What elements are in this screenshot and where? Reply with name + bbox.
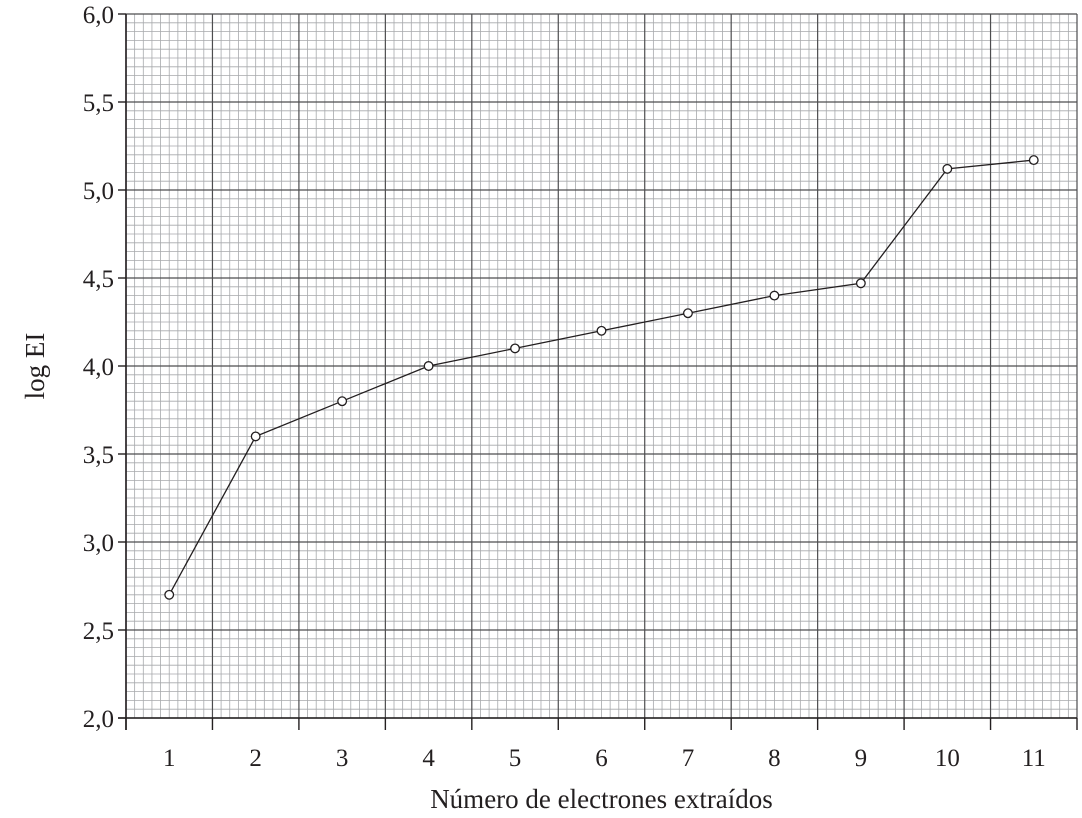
data-point <box>769 290 780 301</box>
data-point <box>250 431 261 442</box>
x-tick-label: 11 <box>1022 745 1046 772</box>
y-tick-label: 3,0 <box>83 530 114 557</box>
data-point <box>683 308 693 319</box>
x-tick-label: 10 <box>935 745 960 772</box>
data-point <box>164 589 175 600</box>
grid-major <box>125 13 1078 719</box>
x-tick-label: 9 <box>855 745 868 772</box>
x-axis-title: Número de electrones extraídos <box>430 784 773 814</box>
x-tick-label: 7 <box>682 745 695 772</box>
y-tick-label: 4,5 <box>83 266 114 293</box>
y-tick-label: 5,0 <box>83 178 114 205</box>
x-tick-label: 2 <box>249 745 262 772</box>
y-tick-label: 5,5 <box>83 90 114 117</box>
y-tick-label: 2,0 <box>83 706 114 733</box>
x-tick-labels: 1 2 3 4 5 6 7 8 9 10 11 <box>163 745 1046 772</box>
y-tick-label: 4,0 <box>83 354 114 381</box>
data-point <box>510 343 520 354</box>
data-point <box>423 361 434 371</box>
x-tick-label: 6 <box>595 745 608 772</box>
y-axis-title: log EI <box>20 333 50 400</box>
axes <box>118 13 1078 730</box>
data-point <box>855 278 866 289</box>
data-point <box>1028 155 1039 166</box>
data-point <box>337 396 348 407</box>
data-point <box>596 325 607 336</box>
y-tick-label: 3,5 <box>83 442 114 469</box>
x-tick-label: 3 <box>336 745 349 772</box>
y-tick-label: 2,5 <box>83 618 114 645</box>
y-tick-label: 6,0 <box>83 2 114 29</box>
y-tick-labels: 2,0 2,5 3,0 3,5 4,0 4,5 5,0 5,5 6,0 <box>83 2 114 733</box>
x-tick-label: 8 <box>768 745 781 772</box>
x-tick-label: 1 <box>163 745 176 772</box>
x-tick-label: 4 <box>422 745 435 772</box>
data-point <box>942 163 953 174</box>
data-series <box>164 155 1039 600</box>
x-tick-label: 5 <box>509 745 522 772</box>
